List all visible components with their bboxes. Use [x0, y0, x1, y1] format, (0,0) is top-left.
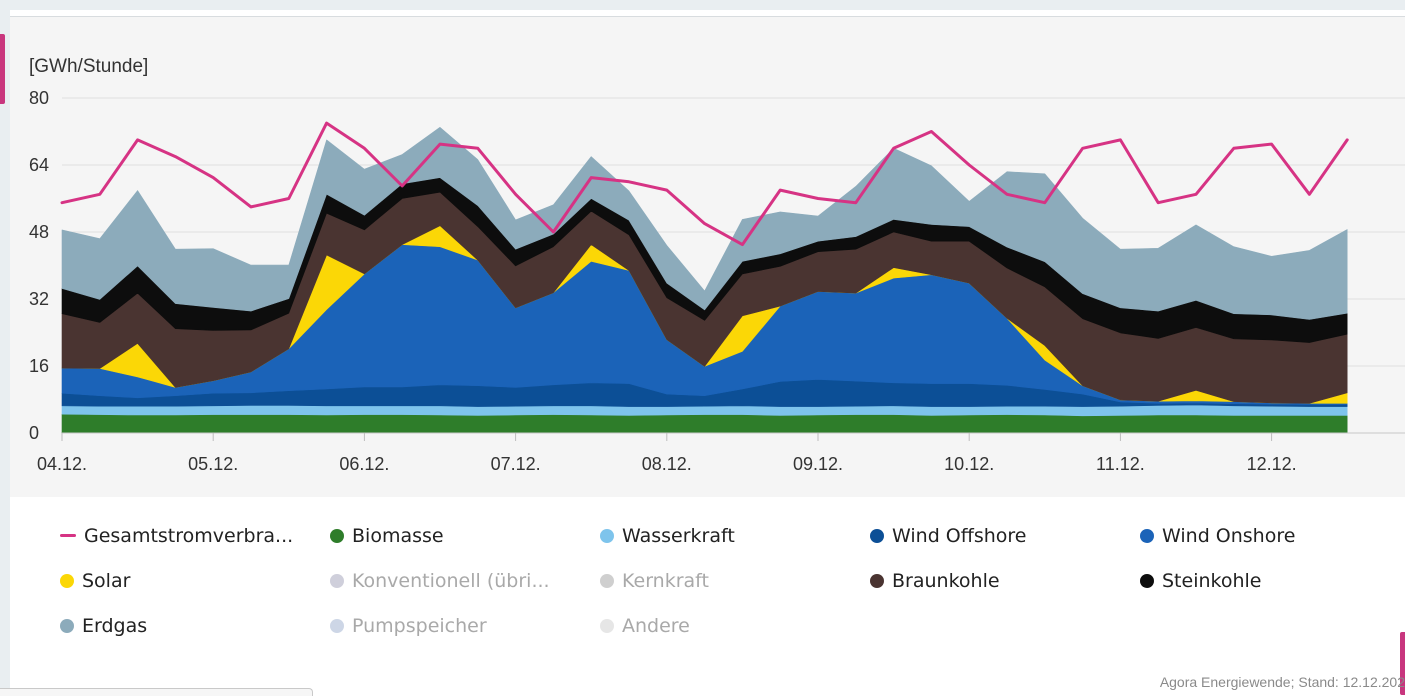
chart-legend: Gesamtstromverbra... Biomasse Wasserkraft W…: [60, 520, 1405, 641]
legend-symbol: [1140, 573, 1154, 588]
legend-symbol: [870, 528, 884, 543]
legend-item-steinkohle[interactable]: Steinkohle: [1140, 565, 1405, 596]
y-tick-label: 16: [29, 356, 49, 376]
left-frame: [0, 10, 10, 695]
legend-label: Wasserkraft: [622, 524, 735, 547]
legend-item-pumpspeicher[interactable]: Pumpspeicher: [330, 610, 600, 641]
bottom-tab[interactable]: [0, 688, 313, 696]
area-biomasse[interactable]: [61, 413, 1348, 434]
legend-symbol: [600, 528, 614, 543]
left-accent-marker: [0, 34, 5, 104]
legend-symbol: [600, 573, 614, 588]
top-bar: [0, 0, 1405, 10]
axes: 0 16 32 48 64 80 04.12. 05.12. 06.12. 07.12. 08.12…: [29, 88, 1405, 474]
legend-label: Braunkohle: [892, 569, 1000, 592]
legend-label: Konventionell (übri...: [352, 569, 550, 592]
legend-symbol: [330, 618, 344, 633]
x-tick-label: 09.12.: [793, 454, 843, 474]
y-tick-label: 80: [29, 88, 49, 108]
x-tick-label: 10.12.: [944, 454, 994, 474]
legend-label: Andere: [622, 614, 690, 637]
legend-symbol: [600, 618, 614, 633]
legend-item-braunkohle[interactable]: Braunkohle: [870, 565, 1140, 596]
stacked-areas: [61, 127, 1348, 434]
legend-label: Wind Onshore: [1162, 524, 1296, 547]
y-tick-label: 48: [29, 222, 49, 242]
legend-item-gesamtstromverbra[interactable]: Gesamtstromverbra...: [60, 520, 330, 551]
legend-item-erdgas[interactable]: Erdgas: [60, 610, 330, 641]
legend-item-andere[interactable]: Andere: [600, 610, 870, 641]
legend-symbol: [330, 528, 344, 543]
legend-item-solar[interactable]: Solar: [60, 565, 330, 596]
legend-symbol: [60, 573, 74, 588]
y-tick-label: 64: [29, 155, 49, 175]
x-tick-label: 05.12.: [188, 454, 238, 474]
energy-mix-chart: 0 16 32 48 64 80 04.12. 05.12. 06.12. 07.12. 08.12…: [29, 56, 1405, 474]
legend-label: Pumpspeicher: [352, 614, 487, 637]
legend-item-biomasse[interactable]: Biomasse: [330, 520, 600, 551]
legend-item-wind-onshore[interactable]: Wind Onshore: [1140, 520, 1405, 551]
legend-symbol: [60, 534, 76, 537]
legend-label: Solar: [82, 569, 131, 592]
x-tick-label: 11.12.: [1096, 454, 1145, 474]
area-erdgas[interactable]: [61, 127, 1348, 320]
y-tick-label: 32: [29, 289, 49, 309]
legend-item-konventionell-übri[interactable]: Konventionell (übri...: [330, 565, 600, 596]
legend-symbol: [870, 573, 884, 588]
consumption-line: [60, 121, 1349, 247]
legend-label: Wind Offshore: [892, 524, 1027, 547]
area-wasserkraft[interactable]: [61, 404, 1348, 417]
legend-symbol: [1140, 528, 1154, 543]
source-credit: Agora Energiewende; Stand: 12.12.202: [1159, 674, 1405, 690]
legend-symbol: [60, 618, 74, 633]
legend-item-wasserkraft[interactable]: Wasserkraft: [600, 520, 870, 551]
x-tick-label: 06.12.: [339, 454, 389, 474]
legend-item-wind-offshore[interactable]: Wind Offshore: [870, 520, 1140, 551]
x-tick-label: 04.12.: [37, 454, 87, 474]
legend-label: Erdgas: [82, 614, 148, 637]
x-tick-label: 08.12.: [642, 454, 692, 474]
chart-panel: 0 16 32 48 64 80 04.12. 05.12. 06.12. 07.12. 08.12…: [10, 16, 1405, 497]
legend-symbol: [330, 573, 344, 588]
legend-label: Steinkohle: [1162, 569, 1262, 592]
x-tick-label: 12.12.: [1247, 454, 1297, 474]
legend-item-kernkraft[interactable]: Kernkraft: [600, 565, 870, 596]
line-gesamtstromverbrauch[interactable]: [60, 121, 1349, 247]
x-tick-label: 07.12.: [491, 454, 541, 474]
right-accent-marker: [1400, 632, 1405, 695]
legend-label: Biomasse: [352, 524, 444, 547]
y-axis-label: [GWh/Stunde]: [29, 56, 148, 77]
legend-label: Gesamtstromverbra...: [84, 524, 294, 547]
y-tick-label: 0: [29, 423, 39, 443]
legend-label: Kernkraft: [622, 569, 709, 592]
